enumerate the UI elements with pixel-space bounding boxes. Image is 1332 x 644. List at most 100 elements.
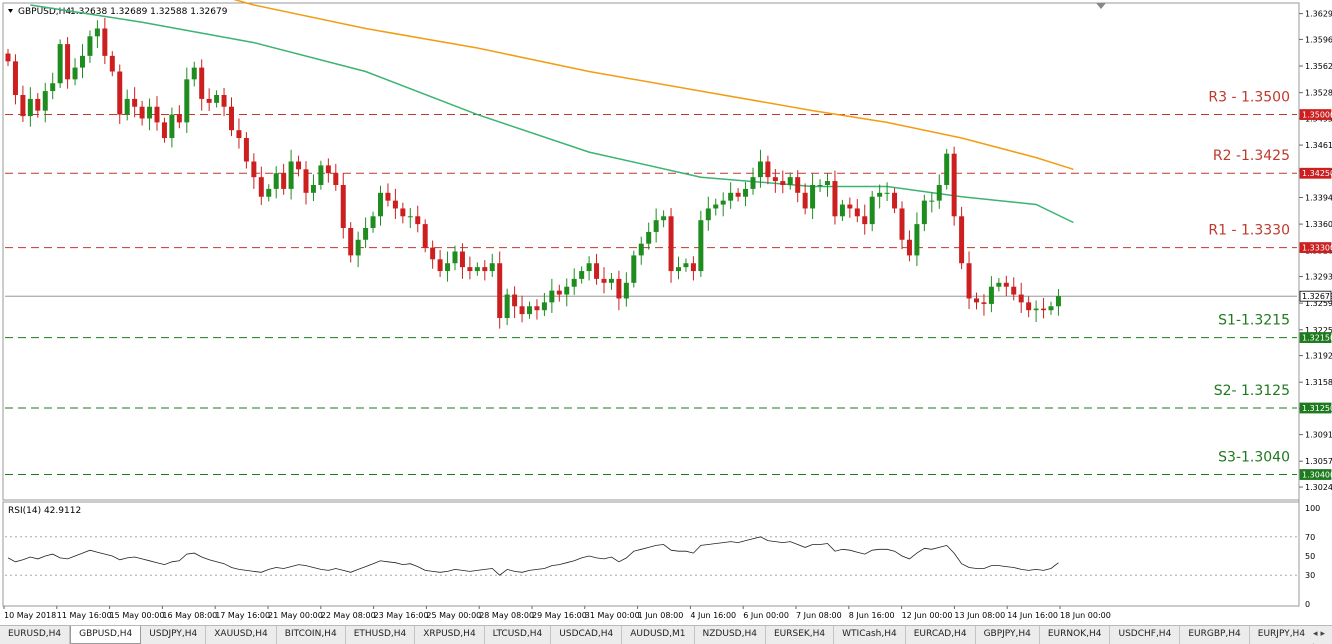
candle-body <box>415 216 421 225</box>
candle-body <box>191 67 197 80</box>
tab-gbpjpy-h4[interactable]: GBPJPY,H4 <box>976 626 1040 644</box>
candle-body <box>94 28 100 37</box>
candle-body <box>1011 286 1017 295</box>
candle-body <box>325 165 331 174</box>
level-label: R3 - 1.3500 <box>1208 90 1290 106</box>
candle-body <box>921 200 927 225</box>
tab-xrpusd-h4[interactable]: XRPUSD,H4 <box>415 626 485 644</box>
candle-body <box>862 216 868 225</box>
y-tick-label: 1.31580 <box>1305 378 1332 387</box>
candle-body <box>549 290 555 303</box>
x-tick-label: 22 May 08:00 <box>321 611 376 620</box>
candle-body <box>370 216 376 229</box>
tab-eurnok-h4[interactable]: EURNOK,H4 <box>1040 626 1111 644</box>
candle-body <box>80 55 85 68</box>
symbol-label: GBPUSD,H4 <box>18 7 71 17</box>
candle-body <box>87 36 93 56</box>
candle-body <box>966 263 972 299</box>
candle-body <box>780 181 786 185</box>
candle-body <box>698 220 704 272</box>
candle-body <box>303 169 309 193</box>
tab-scroll-buttons[interactable]: ◂ ▸ <box>1306 626 1332 643</box>
candle-body <box>392 200 398 209</box>
candle-body <box>556 290 562 295</box>
price-tag-box <box>1299 332 1332 343</box>
candle-body <box>35 98 41 111</box>
tab-xauusd-h4[interactable]: XAUUSD,H4 <box>206 626 277 644</box>
candle-body <box>407 216 413 218</box>
candle-body <box>676 267 681 272</box>
candle-body <box>720 200 726 205</box>
tab-scroll-right-icon[interactable]: ▸ <box>1320 629 1325 639</box>
candle-body <box>646 231 652 244</box>
candle-body <box>288 161 294 189</box>
x-tick-label: 7 Jun 08:00 <box>796 611 842 620</box>
tab-audusd-m1[interactable]: AUDUSD,M1 <box>622 626 695 644</box>
candle-body <box>750 177 756 189</box>
tab-usdchf-h4[interactable]: USDCHF,H4 <box>1110 626 1181 644</box>
candle-body <box>728 192 734 201</box>
candle-body <box>1026 302 1032 311</box>
candle-body <box>340 184 346 229</box>
x-tick-label: 12 Jun 00:00 <box>902 611 953 620</box>
tab-scroll-left-icon[interactable]: ◂ <box>1313 629 1318 639</box>
tab-eurgbp-h4[interactable]: EURGBP,H4 <box>1180 626 1250 644</box>
x-tick-label: 11 May 16:00 <box>57 611 112 620</box>
tab-eurusd-h4[interactable]: EURUSD,H4 <box>0 626 71 644</box>
candle-body <box>385 192 391 201</box>
ohlc-label: 1.32638 1.32689 1.32588 1.32679 <box>70 7 228 17</box>
price-tag-box <box>1299 402 1332 414</box>
price-tag-box <box>1299 469 1332 480</box>
rsi-line <box>7 536 1059 576</box>
candle-body <box>586 263 592 272</box>
candle-body <box>877 192 883 197</box>
tab-bitcoin-h4[interactable]: BITCOIN,H4 <box>277 626 346 644</box>
candle-body <box>42 91 48 111</box>
ma-orange-line <box>233 0 1074 171</box>
y-tick-label: 1.36290 <box>1305 10 1332 19</box>
candle-body <box>914 224 920 256</box>
tab-nzdusd-h4[interactable]: NZDUSD,H4 <box>695 626 766 644</box>
x-tick-label: 25 May 00:00 <box>426 611 481 620</box>
candle-body <box>690 263 696 272</box>
tab-eurjpy-h4[interactable]: EURJPY,H4 <box>1250 626 1315 644</box>
price-tag: 1.30400 <box>1299 469 1332 480</box>
y-tick-label: 1.35620 <box>1305 62 1332 71</box>
candle-body <box>474 267 480 272</box>
tab-ethusd-h4[interactable]: ETHUSD,H4 <box>346 626 416 644</box>
candle-body <box>541 302 547 311</box>
candle-body <box>489 263 495 272</box>
tab-usdcad-h4[interactable]: USDCAD,H4 <box>551 626 623 644</box>
candle-body <box>169 114 175 139</box>
candle-body <box>124 98 130 115</box>
chart-shift-icon[interactable] <box>1096 3 1106 9</box>
tab-eurcad-h4[interactable]: EURCAD,H4 <box>906 626 976 644</box>
candle-body <box>296 161 302 170</box>
tab-ltcusd-h4[interactable]: LTCUSD,H4 <box>485 626 552 644</box>
rsi-frame <box>2 501 1300 607</box>
candle-body <box>527 306 532 315</box>
candle-body <box>631 255 637 283</box>
candle-body <box>50 83 56 92</box>
tab-usdjpy-h4[interactable]: USDJPY,H4 <box>141 626 207 644</box>
x-tick-label: 23 May 16:00 <box>374 611 429 620</box>
price-tag-box <box>1299 109 1332 120</box>
x-tick-label: 14 Jun 16:00 <box>1007 611 1058 620</box>
candle-body <box>504 294 510 319</box>
symbol-menu-icon[interactable] <box>8 9 13 13</box>
candle-body <box>251 161 257 178</box>
candle-body <box>906 239 912 256</box>
candlestick-chart[interactable]: GBPUSD,H4 1.32638 1.32689 1.32588 1.3267… <box>0 0 1332 625</box>
tab-gbpusd-h4[interactable]: GBPUSD,H4 <box>70 626 142 644</box>
price-tag: 1.33300 <box>1299 242 1332 253</box>
price-tag-box <box>1299 167 1332 179</box>
tab-wticash-h4[interactable]: WTICash,H4 <box>834 626 906 644</box>
candle-body <box>936 184 942 201</box>
rsi-tick-label: 30 <box>1305 571 1315 580</box>
candle-body <box>854 208 860 217</box>
x-tick-label: 6 Jun 00:00 <box>743 611 789 620</box>
candle-body <box>184 79 190 123</box>
candle-body <box>661 216 667 221</box>
tab-eursek-h4[interactable]: EURSEK,H4 <box>766 626 835 644</box>
candle-body <box>981 302 987 304</box>
